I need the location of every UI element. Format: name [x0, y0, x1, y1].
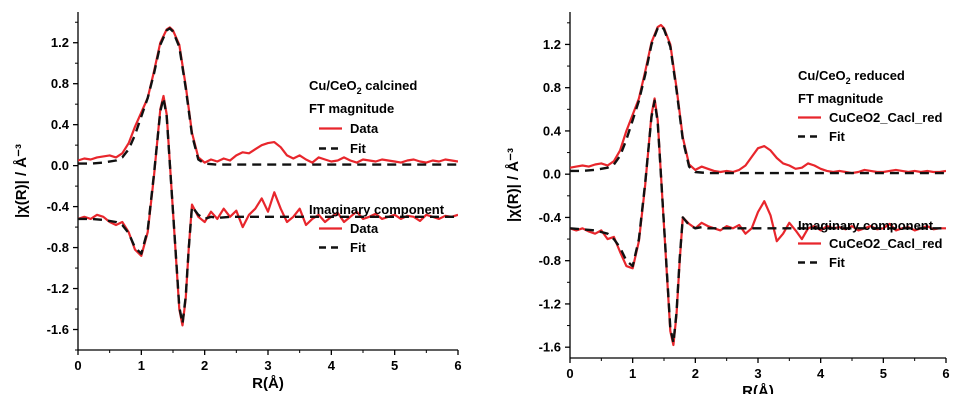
- y-tick-label: 1.2: [51, 35, 69, 50]
- x-tick-label: 3: [264, 358, 271, 373]
- legend-fit-label: Fit: [350, 240, 367, 255]
- sample-title: Cu/CeO2 calcined: [309, 78, 417, 96]
- y-tick-label: 0.4: [543, 123, 562, 138]
- y-tick-label: -1.6: [539, 340, 561, 355]
- data-line-magnitude: [78, 26, 458, 164]
- magnitude-heading: FT magnitude: [309, 101, 394, 116]
- legend-data-label: Data: [350, 221, 379, 236]
- x-tick-label: 2: [692, 366, 699, 381]
- x-tick-label: 1: [629, 366, 636, 381]
- y-axis-title: |χ(R)| / Å⁻³: [13, 144, 30, 218]
- legend-fit-label: Fit: [350, 141, 367, 156]
- y-tick-label: 0.0: [51, 158, 69, 173]
- right-chart-panel: 0 1 2 3 4 5 6 -1.6 -1.2 -0.8 -0.4 0.0 0.4 0.8 1.2 R(Å) |…: [488, 0, 975, 399]
- imaginary-heading: Imaginary component: [798, 218, 934, 233]
- x-tick-label: 5: [880, 366, 887, 381]
- magnitude-heading: FT magnitude: [798, 91, 883, 106]
- data-line-magnitude: [570, 23, 946, 175]
- y-tick-label: 0.8: [543, 80, 561, 95]
- y-tick-label: 0.8: [51, 76, 69, 91]
- y-tick-label: 0.4: [51, 117, 70, 132]
- sample-title: Cu/CeO2 reduced: [798, 68, 905, 86]
- x-tick-label: 0: [566, 366, 573, 381]
- left-chart-panel: 0 1 2 3 4 5 6 -1.6 -1.2 -0.8 -0.4 0.0 0.4 0.8 1.2 R(Å) |…: [0, 0, 487, 394]
- x-tick-label: 2: [201, 358, 208, 373]
- x-tick-label: 1: [138, 358, 145, 373]
- fit-line-imaginary: [570, 99, 946, 345]
- fit-line-imaginary: [78, 96, 458, 325]
- x-axis-title: R(Å): [742, 383, 774, 394]
- x-tick-label: 3: [754, 366, 761, 381]
- x-tick-label: 6: [454, 358, 461, 373]
- fit-line-magnitude: [78, 27, 458, 166]
- y-tick-label: -1.2: [47, 281, 69, 296]
- y-tick-label: -1.2: [539, 296, 561, 311]
- legend-data-label: Data: [350, 121, 379, 136]
- y-tick-label: 0.0: [543, 167, 561, 182]
- imaginary-heading: Imaginary component: [309, 202, 445, 217]
- fit-line-magnitude: [570, 24, 946, 175]
- legend-data-label: CuCeO2_Cacl_red: [829, 236, 942, 251]
- y-axis-title: |χ(R)| / Å⁻³: [505, 148, 522, 222]
- y-tick-label: 1.2: [543, 37, 561, 52]
- x-axis-title: R(Å): [252, 375, 284, 392]
- legend-fit-label: Fit: [829, 255, 846, 270]
- y-tick-label: -0.4: [47, 199, 70, 214]
- left-chart: 0 1 2 3 4 5 6 -1.6 -1.2 -0.8 -0.4 0.0 0.4 0.8 1.2 R(Å) |…: [13, 12, 462, 392]
- x-tick-label: 5: [391, 358, 398, 373]
- legend-fit-label: Fit: [829, 129, 846, 144]
- x-tick-label: 0: [74, 358, 81, 373]
- x-tick-label: 4: [328, 358, 336, 373]
- x-tick-label: 4: [817, 366, 825, 381]
- y-tick-label: -0.8: [47, 240, 69, 255]
- legend-data-label: CuCeO2_Cacl_red: [829, 110, 942, 125]
- x-tick-label: 6: [942, 366, 949, 381]
- y-tick-label: -0.8: [539, 253, 561, 268]
- y-tick-label: -0.4: [539, 210, 562, 225]
- y-tick-label: -1.6: [47, 322, 69, 337]
- right-chart: 0 1 2 3 4 5 6 -1.6 -1.2 -0.8 -0.4 0.0 0.4 0.8 1.2 R(Å) |…: [505, 12, 950, 399]
